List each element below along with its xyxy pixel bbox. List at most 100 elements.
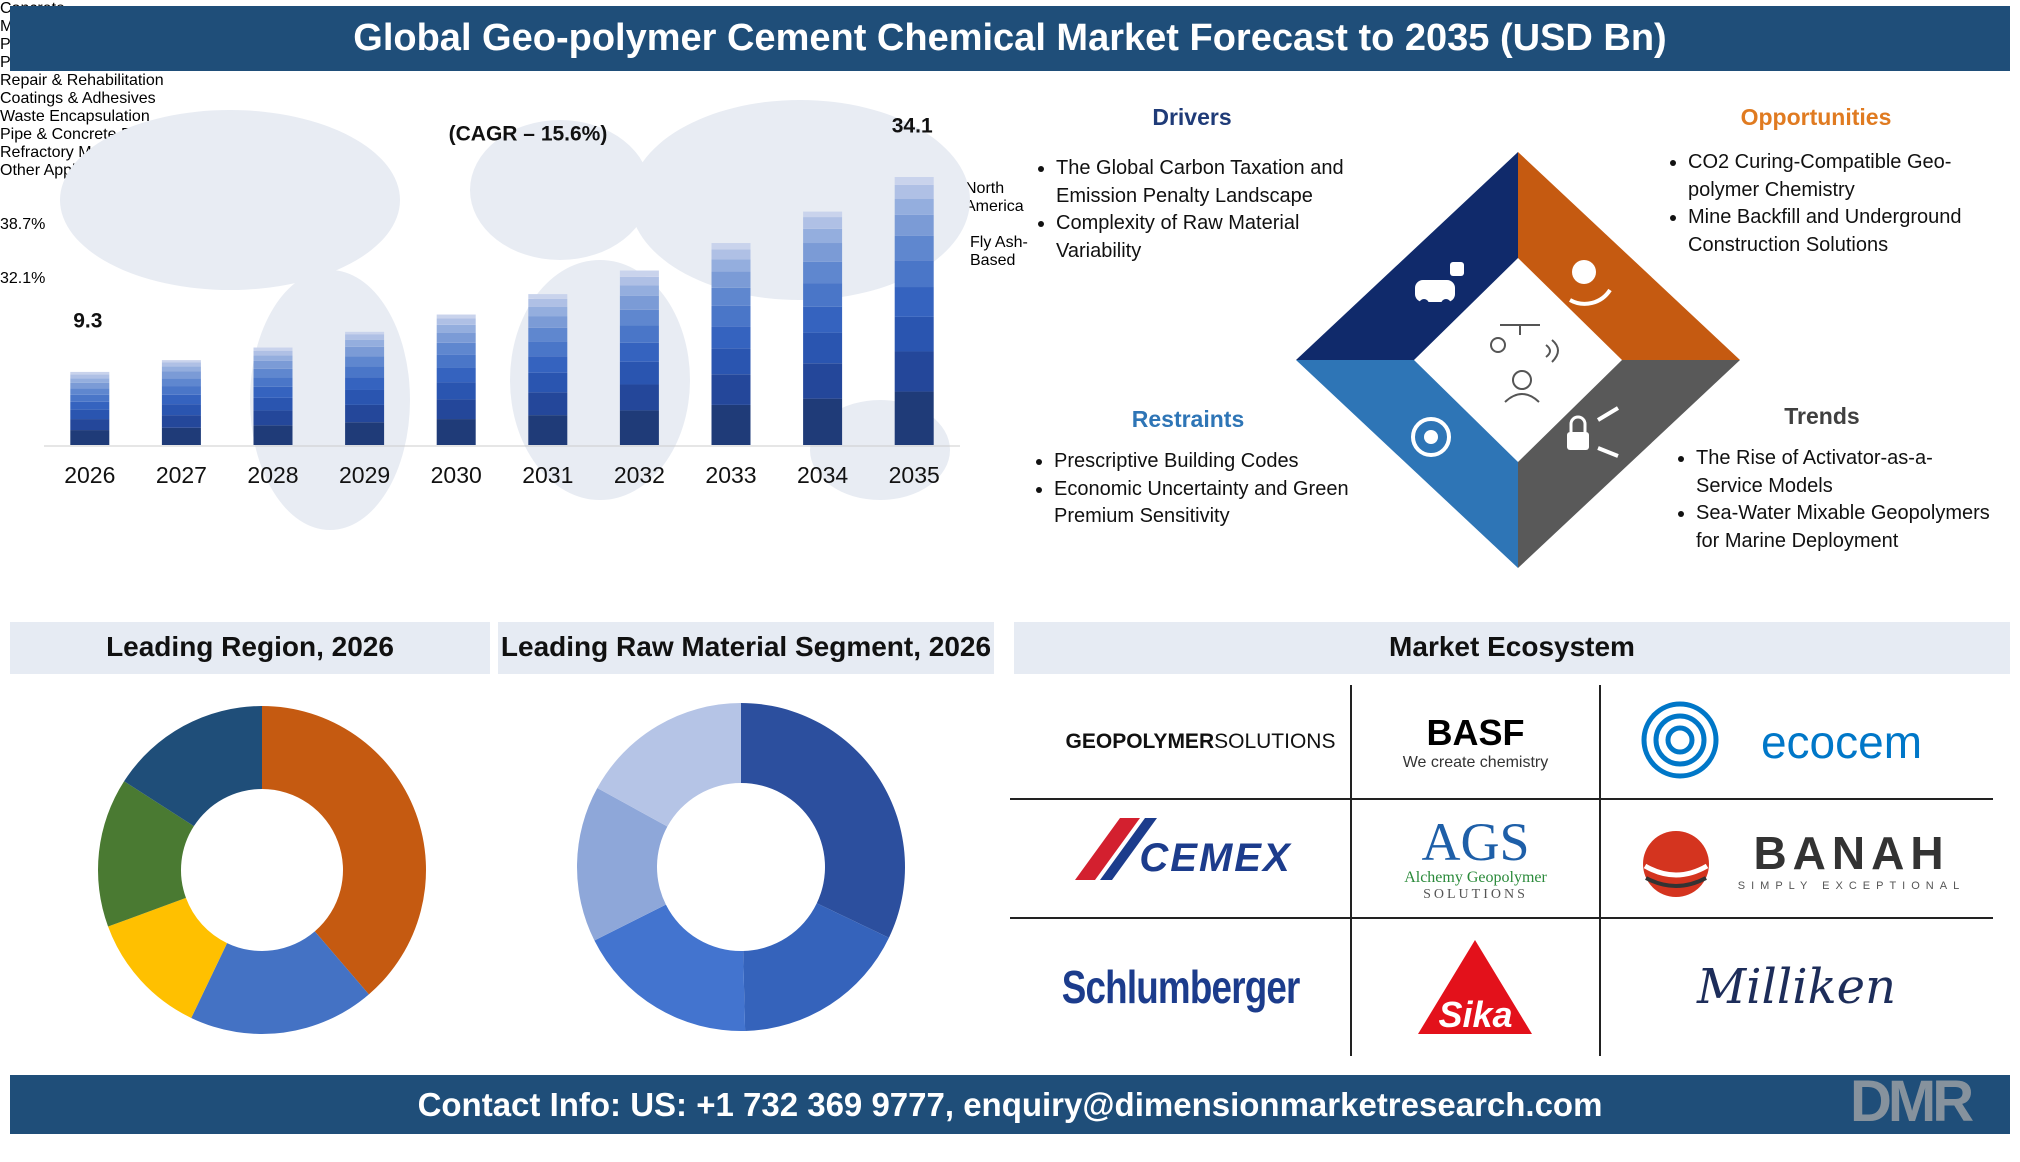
logo-text-suffix: SOLUTIONS [1214, 730, 1336, 753]
logo-text: BANAH [1753, 826, 1950, 879]
legend-label: Coatings & Adhesives [0, 90, 156, 107]
legend-item: Repair & Rehabilitation [0, 72, 2020, 90]
category-label: North America [965, 180, 1024, 215]
bar-segment [528, 298, 568, 307]
bar-segment [70, 430, 110, 445]
legend-item: Waste Encapsulation [0, 108, 2020, 126]
bar-segment [70, 401, 110, 410]
bar-segment [711, 243, 751, 250]
dynamics-list: The Rise of Activator-as-a-Service Model… [1668, 445, 1996, 555]
bar-segment [711, 326, 751, 349]
company-logo: Schlumberger [1010, 918, 1351, 1056]
bar-segment [528, 327, 568, 342]
legend-item: Coatings & Adhesives [0, 90, 2020, 108]
bar-segment [711, 287, 751, 306]
donut-segment [191, 931, 369, 1034]
dynamics-item: Sea-Water Mixable Geopolymers for Marine… [1696, 500, 1996, 555]
bar-segment [803, 243, 843, 262]
bar-segment [436, 324, 476, 333]
dynamics-item: Economic Uncertainty and Green Premium S… [1054, 476, 1354, 531]
bar-segment [345, 334, 385, 340]
bar-segment [70, 388, 110, 395]
donut-label: North America 38.7% [0, 180, 2020, 234]
logo-text: Milliken [1697, 959, 1896, 1015]
bar-segment [619, 270, 659, 277]
bar-segment [894, 184, 934, 200]
ecosystem-header-band [1014, 622, 2010, 674]
dynamics-item: Prescriptive Building Codes [1054, 448, 1354, 476]
bar-segment [253, 355, 293, 361]
bar-segment [253, 360, 293, 369]
donut-label: Fly Ash-Based 32.1% [0, 234, 2020, 288]
bar-segment [436, 314, 476, 319]
bar-segment [161, 366, 201, 372]
bar-segment [253, 386, 293, 398]
company-logo: BANAH SIMPLY EXCEPTIONAL [1600, 799, 1993, 918]
logo-tagline: We create chemistry [1402, 754, 1549, 771]
sika-logo-shape [1418, 940, 1532, 1034]
bar-segment [711, 259, 751, 272]
x-tick-label: 2032 [614, 462, 665, 488]
company-logo: ecocem [1600, 685, 1993, 799]
region-title: Leading Region, 2026 [106, 631, 394, 662]
donut-segment [597, 703, 741, 827]
bar-segment [436, 332, 476, 343]
donut-segment [594, 904, 746, 1031]
logo-tagline: SIMPLY EXCEPTIONAL [1737, 879, 1966, 892]
value-label: 32.1% [0, 270, 46, 287]
legend-label: Waste Encapsulation [0, 108, 150, 125]
dynamics-title: Restraints [1131, 406, 1245, 432]
bar-segment [161, 362, 201, 367]
bar-segment [253, 347, 293, 351]
bar-segment [803, 398, 843, 445]
logo-tagline: SOLUTIONS [1423, 886, 1528, 902]
donut-segment [577, 787, 668, 941]
bar-segment [345, 346, 385, 357]
bar-segment [345, 366, 385, 378]
donut-segment [97, 781, 194, 927]
bar-segment [345, 356, 385, 367]
total-label: 34.1 [892, 115, 933, 138]
x-tick-label: 2034 [797, 462, 848, 488]
x-tick-label: 2030 [431, 462, 482, 488]
bar-segment [161, 427, 201, 445]
bar-segment [70, 378, 110, 383]
bar-segment [711, 404, 751, 445]
dmr-logo: DMR [1850, 1069, 1974, 1134]
bar-segment [619, 309, 659, 326]
bar-segment [711, 305, 751, 327]
dynamics-list: The Global Carbon Taxation and Emission … [1028, 155, 1356, 265]
x-tick-label: 2031 [522, 462, 573, 488]
dynamics-item: CO2 Curing-Compatible Geo-polymer Chemis… [1688, 149, 2018, 204]
bar-segment [253, 397, 293, 411]
bar-segment [894, 199, 934, 215]
dynamics-diamond [1296, 152, 1740, 568]
banah-logo-shape [1643, 831, 1709, 897]
logo-text: GEOPOLYMER [1065, 730, 1215, 753]
bar-segment [894, 235, 934, 261]
dynamics-list: CO2 Curing-Compatible Geo-polymer Chemis… [1660, 149, 2018, 259]
bar-segment [894, 351, 934, 392]
x-tick-label: 2033 [705, 462, 756, 488]
bar-segment [70, 419, 110, 431]
logo-tagline: Alchemy Geopolymer [1404, 868, 1547, 886]
company-logo: BASF We create chemistry [1351, 685, 1600, 799]
bar-segment [528, 356, 568, 373]
bar-segment [619, 410, 659, 445]
bar-segment [803, 217, 843, 229]
bar-segment [528, 306, 568, 317]
total-label: 9.3 [73, 309, 102, 332]
bar-segment [894, 214, 934, 236]
logo-text: Sika [1438, 993, 1513, 1035]
bar-segment [894, 287, 934, 317]
bar-segment [345, 404, 385, 423]
bar-segment [253, 410, 293, 426]
bar-segment [345, 377, 385, 390]
bar-segment [528, 294, 568, 299]
bar-segment [803, 332, 843, 364]
x-tick-label: 2027 [156, 462, 207, 488]
logo-text: AGS [1421, 811, 1530, 872]
value-label: 38.7% [0, 216, 46, 233]
company-logo: CEMEX [1010, 799, 1351, 918]
